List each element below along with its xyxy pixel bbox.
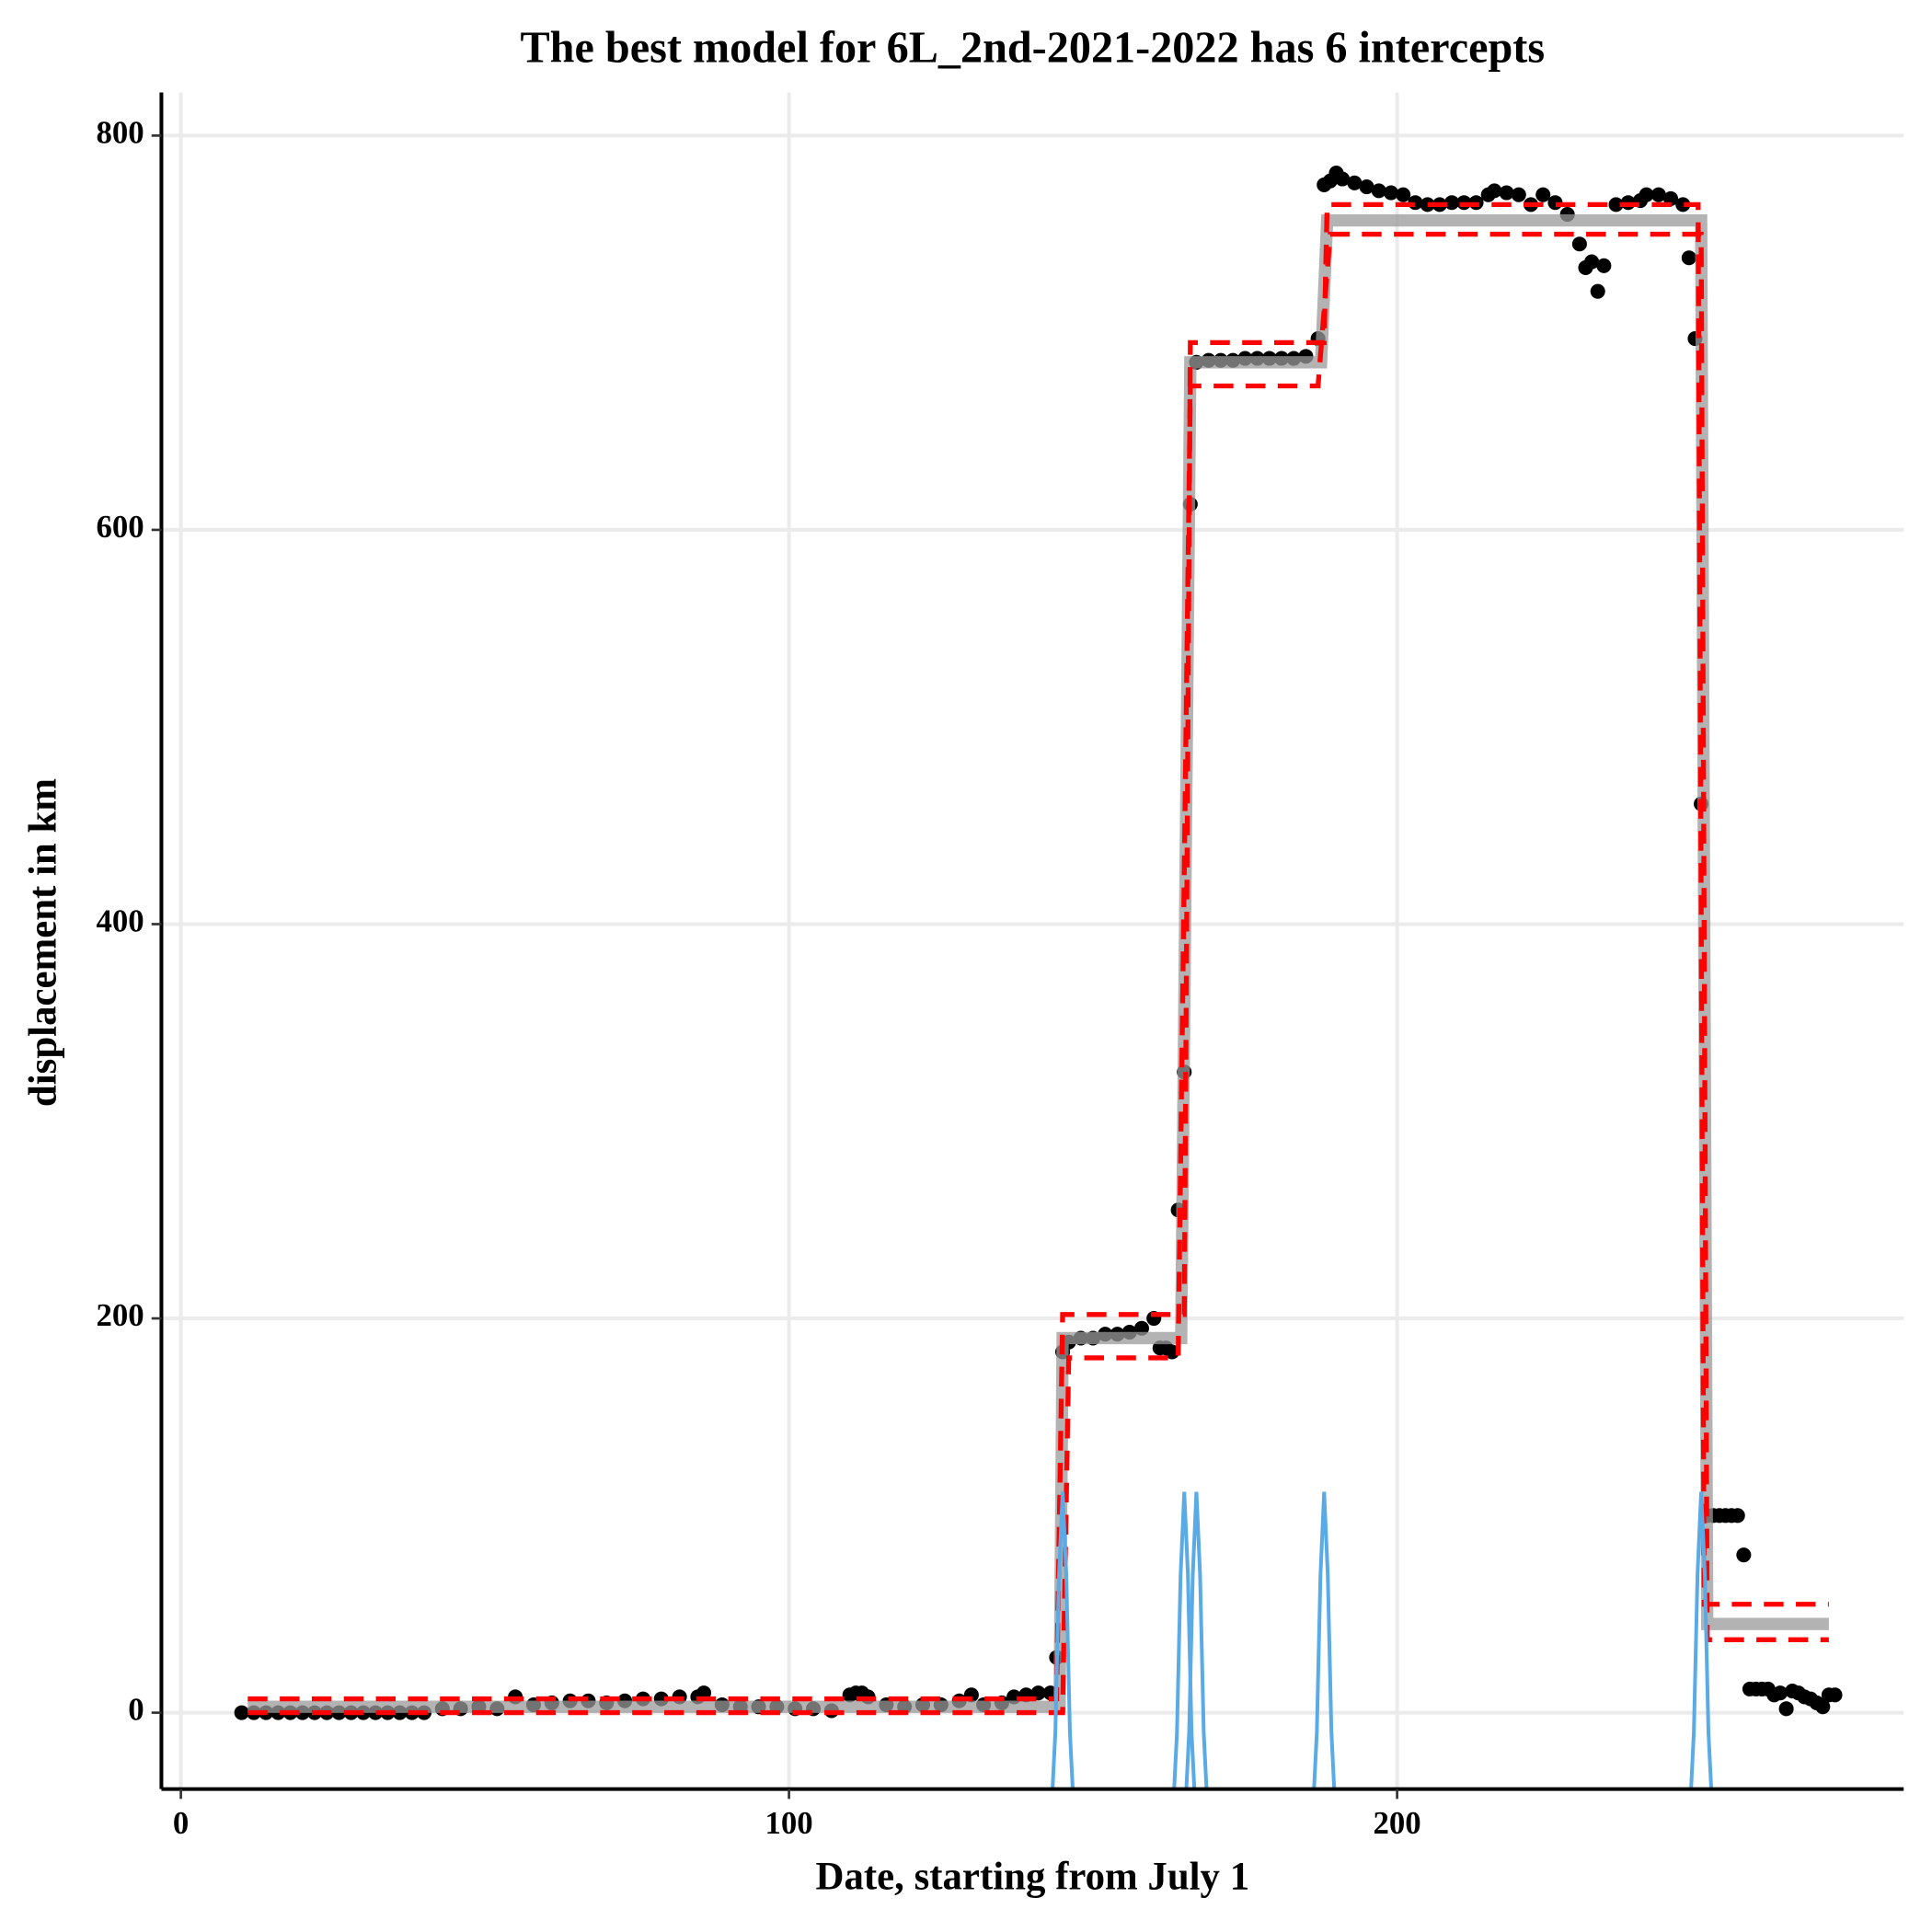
point [1675, 197, 1691, 213]
point [1164, 1344, 1180, 1360]
point [1815, 1699, 1831, 1715]
point [1535, 187, 1551, 202]
point [1347, 175, 1363, 190]
point [1650, 187, 1666, 202]
point [1571, 236, 1587, 252]
point [1639, 187, 1654, 202]
model-line [1312, 1491, 1337, 1789]
point [1681, 250, 1696, 266]
model-line [247, 201, 1829, 1702]
x-tick-label: 0 [173, 1805, 189, 1841]
point [1608, 197, 1624, 213]
point [1778, 1701, 1794, 1717]
point [1444, 195, 1460, 211]
point [1487, 183, 1502, 199]
point [1396, 187, 1411, 202]
point [234, 1705, 249, 1720]
plot-area [234, 166, 1843, 1789]
model-line [247, 213, 1829, 1713]
y-tick-label: 200 [96, 1297, 144, 1333]
axes: 0 100 200 0 200 400 600 800 [96, 92, 1904, 1841]
point [1335, 171, 1351, 187]
x-tick-label: 200 [1373, 1805, 1420, 1841]
point [1511, 187, 1526, 202]
grid [161, 92, 1904, 1789]
model-line [1184, 1491, 1209, 1789]
x-axis-label: Date, starting from July 1 [816, 1856, 1250, 1899]
point [1596, 258, 1612, 273]
chart-title: The best model for 6L_2nd-2021-2022 has … [521, 23, 1546, 72]
point [1499, 185, 1514, 201]
point [1736, 1547, 1752, 1563]
point [1827, 1687, 1843, 1703]
point [1584, 254, 1600, 270]
point [1359, 179, 1374, 195]
point [1772, 1685, 1788, 1701]
x-tick-label: 100 [765, 1805, 812, 1841]
model-line [1172, 1491, 1197, 1789]
model-line [1689, 1491, 1714, 1789]
y-tick-label: 0 [128, 1692, 144, 1728]
y-axis-label: displacement in km [22, 778, 65, 1107]
point [1383, 185, 1399, 201]
point [1590, 283, 1605, 299]
point [1371, 183, 1386, 199]
model-line [247, 231, 1829, 1716]
model-line [1051, 1491, 1075, 1789]
y-tick-label: 600 [96, 509, 144, 545]
y-tick-label: 400 [96, 903, 144, 938]
point [1730, 1508, 1745, 1524]
y-tick-label: 800 [96, 114, 144, 150]
point [1420, 197, 1435, 213]
